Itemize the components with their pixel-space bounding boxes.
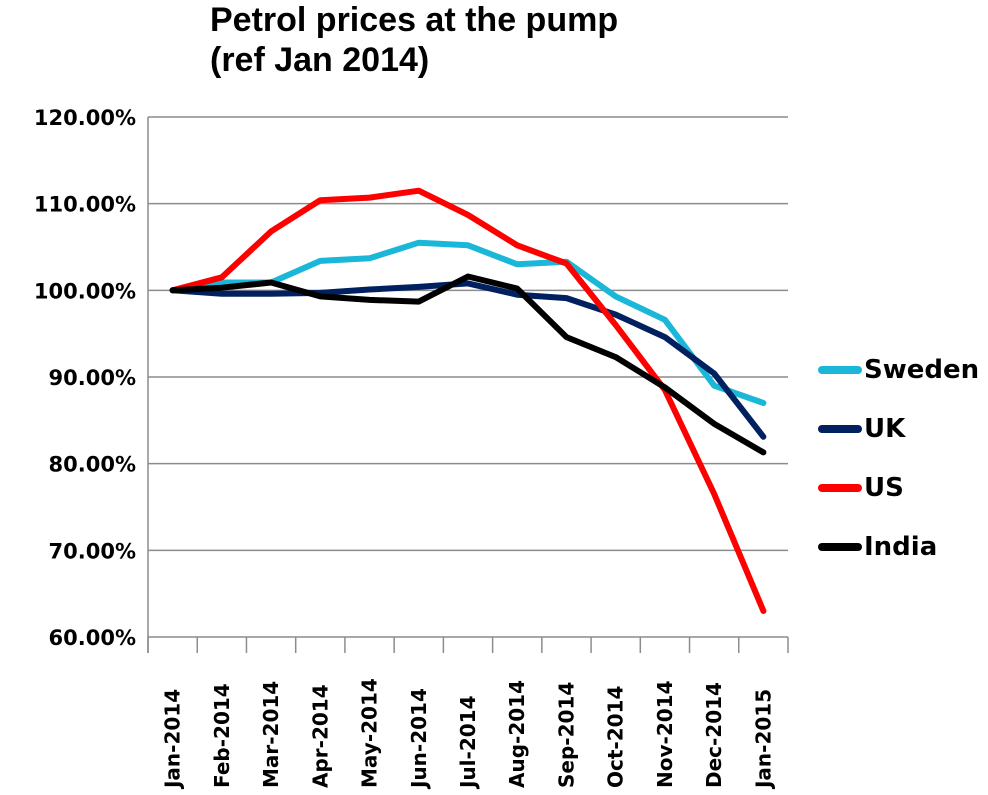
x-tick-label: Nov-2014	[653, 681, 677, 788]
chart-legend: Sweden UK US India	[818, 340, 979, 576]
y-tick-label: 110.00%	[34, 193, 136, 217]
legend-item-sweden: Sweden	[818, 340, 979, 399]
x-tick-label: Jun-2014	[407, 688, 431, 790]
series-line-us	[169, 187, 767, 614]
chart-title-line-1: Petrol prices at the pump	[210, 1, 619, 39]
y-tick-label: 90.00%	[49, 366, 136, 390]
x-tick-label: Feb-2014	[210, 683, 234, 788]
x-tick-label: Jul-2014	[456, 696, 480, 791]
x-tick-label: May-2014	[358, 678, 382, 788]
legend-item-india: India	[818, 517, 979, 576]
x-tick-label: Oct-2014	[604, 686, 628, 788]
x-tick-label: Aug-2014	[505, 680, 529, 788]
x-tick-label: Jan-2015	[751, 689, 775, 790]
y-tick-label: 60.00%	[49, 626, 136, 650]
legend-label: US	[864, 472, 904, 503]
series-line-sweden	[169, 239, 767, 406]
legend-swatch	[818, 542, 862, 551]
legend-label: Sweden	[864, 354, 980, 385]
series-line-india	[169, 273, 767, 456]
chart-title-line-2: (ref Jan 2014)	[210, 41, 430, 79]
legend-item-us: US	[818, 458, 979, 517]
y-tick-label: 80.00%	[49, 453, 136, 477]
y-tick-label: 70.00%	[49, 539, 136, 563]
legend-swatch	[818, 365, 862, 374]
legend-label: UK	[864, 413, 906, 444]
y-tick-label: 120.00%	[34, 106, 136, 130]
x-tick-label: Dec-2014	[702, 682, 726, 788]
legend-label: India	[864, 531, 938, 562]
legend-swatch	[818, 483, 862, 492]
x-tick-label: Jan-2014	[161, 689, 185, 790]
x-tick-label: Apr-2014	[308, 684, 332, 788]
legend-swatch	[818, 424, 862, 433]
x-tick-label: Mar-2014	[259, 681, 283, 788]
legend-item-uk: UK	[818, 399, 979, 458]
series-line-uk	[169, 280, 767, 440]
y-tick-label: 100.00%	[34, 279, 136, 303]
x-tick-label: Sep-2014	[554, 682, 578, 788]
chart-title: Petrol prices at the pump (ref Jan 2014)	[210, 0, 618, 80]
